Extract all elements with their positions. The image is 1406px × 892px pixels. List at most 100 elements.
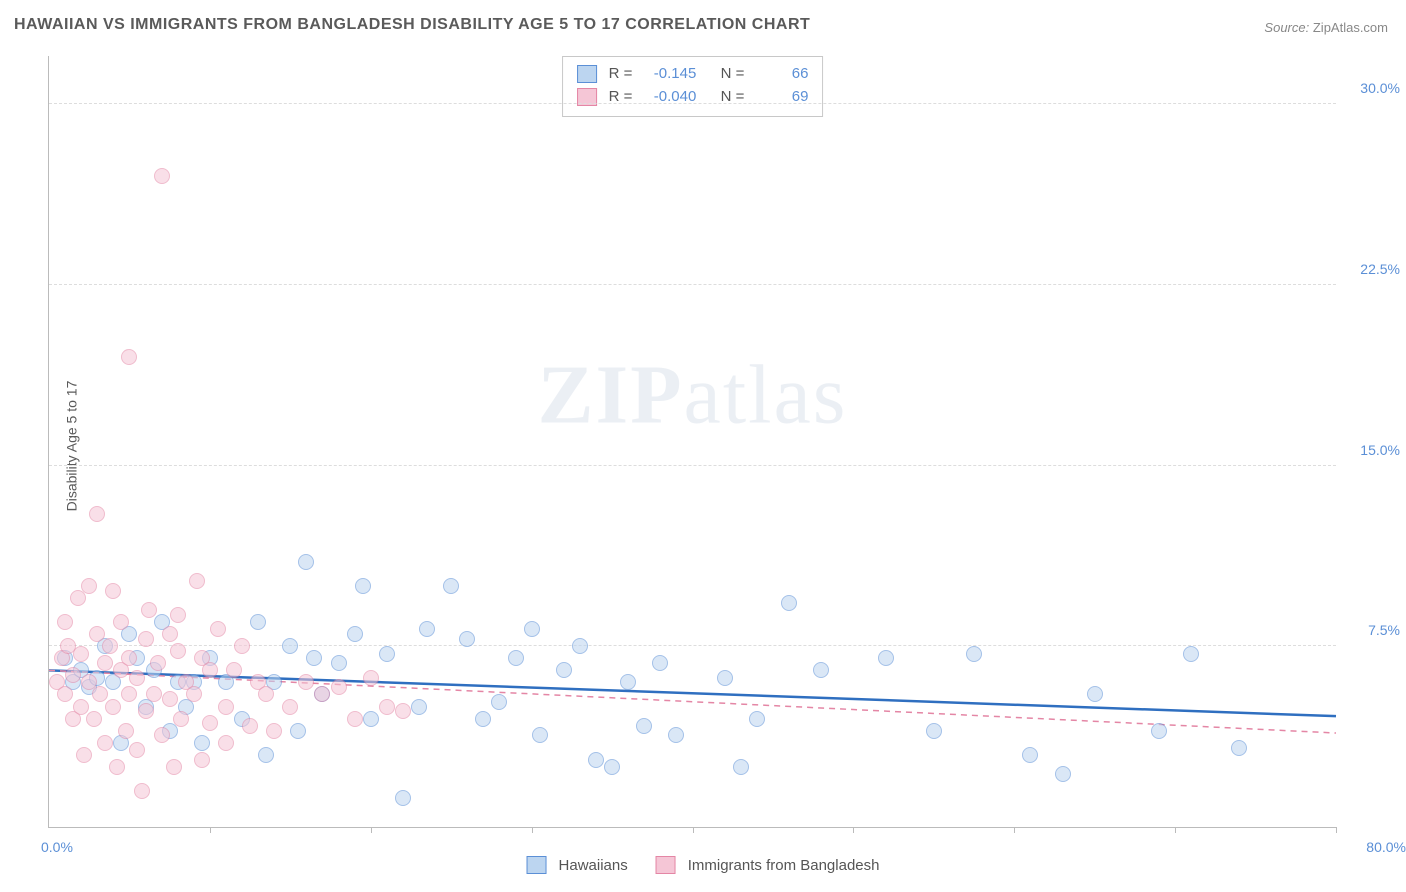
scatter-point	[173, 711, 189, 727]
scatter-point	[92, 686, 108, 702]
stat-r-value: -0.145	[640, 63, 696, 86]
x-tick	[693, 827, 694, 833]
gridline-h	[49, 284, 1336, 285]
chart-title: HAWAIIAN VS IMMIGRANTS FROM BANGLADESH D…	[14, 16, 810, 34]
scatter-point	[258, 747, 274, 763]
scatter-point	[572, 638, 588, 654]
stats-row: R = -0.145 N = 66	[577, 63, 809, 86]
scatter-point	[1087, 686, 1103, 702]
scatter-point	[97, 735, 113, 751]
y-tick-label: 7.5%	[1342, 622, 1400, 638]
trend-line	[49, 670, 1336, 716]
stat-r-label: R =	[609, 63, 633, 86]
scatter-point	[189, 573, 205, 589]
stat-r-value: -0.040	[640, 86, 696, 109]
stat-n-label: N =	[721, 63, 745, 86]
scatter-point	[170, 643, 186, 659]
gridline-h	[49, 465, 1336, 466]
scatter-point	[282, 699, 298, 715]
scatter-point	[331, 679, 347, 695]
scatter-point	[194, 735, 210, 751]
stat-n-value: 66	[752, 63, 808, 86]
y-tick-label: 15.0%	[1342, 442, 1400, 458]
stat-n-value: 69	[752, 86, 808, 109]
scatter-point	[604, 759, 620, 775]
scatter-point	[652, 655, 668, 671]
scatter-point	[363, 670, 379, 686]
scatter-point	[636, 718, 652, 734]
correlation-chart: HAWAIIAN VS IMMIGRANTS FROM BANGLADESH D…	[0, 0, 1406, 892]
scatter-point	[194, 752, 210, 768]
scatter-point	[121, 650, 137, 666]
stat-r-label: R =	[609, 86, 633, 109]
scatter-point	[347, 711, 363, 727]
scatter-point	[419, 621, 435, 637]
scatter-point	[813, 662, 829, 678]
scatter-point	[154, 168, 170, 184]
scatter-point	[717, 670, 733, 686]
scatter-point	[162, 691, 178, 707]
scatter-point	[347, 626, 363, 642]
scatter-point	[1231, 740, 1247, 756]
scatter-point	[186, 686, 202, 702]
scatter-point	[154, 727, 170, 743]
scatter-point	[210, 621, 226, 637]
scatter-point	[97, 655, 113, 671]
scatter-point	[443, 578, 459, 594]
scatter-point	[121, 686, 137, 702]
scatter-point	[298, 554, 314, 570]
scatter-point	[1183, 646, 1199, 662]
scatter-point	[379, 699, 395, 715]
scatter-point	[234, 638, 250, 654]
scatter-point	[73, 699, 89, 715]
plot-area: ZIPatlas R =-0.145 N =66R =-0.040 N =69 …	[48, 56, 1336, 828]
legend-item: Hawaiians	[527, 856, 628, 874]
scatter-point	[620, 674, 636, 690]
scatter-point	[966, 646, 982, 662]
scatter-point	[113, 614, 129, 630]
scatter-point	[588, 752, 604, 768]
source-citation: Source: ZipAtlas.com	[1264, 20, 1388, 35]
scatter-point	[81, 578, 97, 594]
scatter-point	[73, 646, 89, 662]
scatter-point	[226, 662, 242, 678]
gridline-h	[49, 103, 1336, 104]
stats-legend-box: R = -0.145 N = 66R = -0.040 N = 69	[562, 56, 824, 117]
legend-label: Immigrants from Bangladesh	[688, 857, 880, 874]
x-axis-max-label: 80.0%	[1366, 839, 1406, 855]
scatter-point	[1151, 723, 1167, 739]
scatter-point	[306, 650, 322, 666]
scatter-point	[298, 674, 314, 690]
scatter-point	[134, 783, 150, 799]
scatter-point	[166, 759, 182, 775]
series-swatch	[656, 856, 676, 874]
series-legend: Hawaiians Immigrants from Bangladesh	[527, 856, 880, 874]
scatter-point	[105, 699, 121, 715]
scatter-point	[76, 747, 92, 763]
x-tick	[1336, 827, 1337, 833]
scatter-point	[411, 699, 427, 715]
scatter-point	[355, 578, 371, 594]
scatter-point	[218, 699, 234, 715]
scatter-point	[878, 650, 894, 666]
scatter-point	[1055, 766, 1071, 782]
scatter-point	[668, 727, 684, 743]
scatter-point	[926, 723, 942, 739]
scatter-point	[491, 694, 507, 710]
scatter-point	[379, 646, 395, 662]
source-value: ZipAtlas.com	[1313, 20, 1388, 35]
source-label: Source:	[1264, 20, 1309, 35]
scatter-point	[532, 727, 548, 743]
scatter-point	[141, 602, 157, 618]
scatter-point	[1022, 747, 1038, 763]
scatter-point	[508, 650, 524, 666]
scatter-point	[89, 626, 105, 642]
scatter-point	[314, 686, 330, 702]
scatter-point	[162, 626, 178, 642]
y-tick-label: 22.5%	[1342, 261, 1400, 277]
scatter-point	[170, 607, 186, 623]
scatter-point	[395, 790, 411, 806]
scatter-point	[733, 759, 749, 775]
stats-row: R =-0.040 N =69	[577, 86, 809, 109]
scatter-point	[250, 614, 266, 630]
